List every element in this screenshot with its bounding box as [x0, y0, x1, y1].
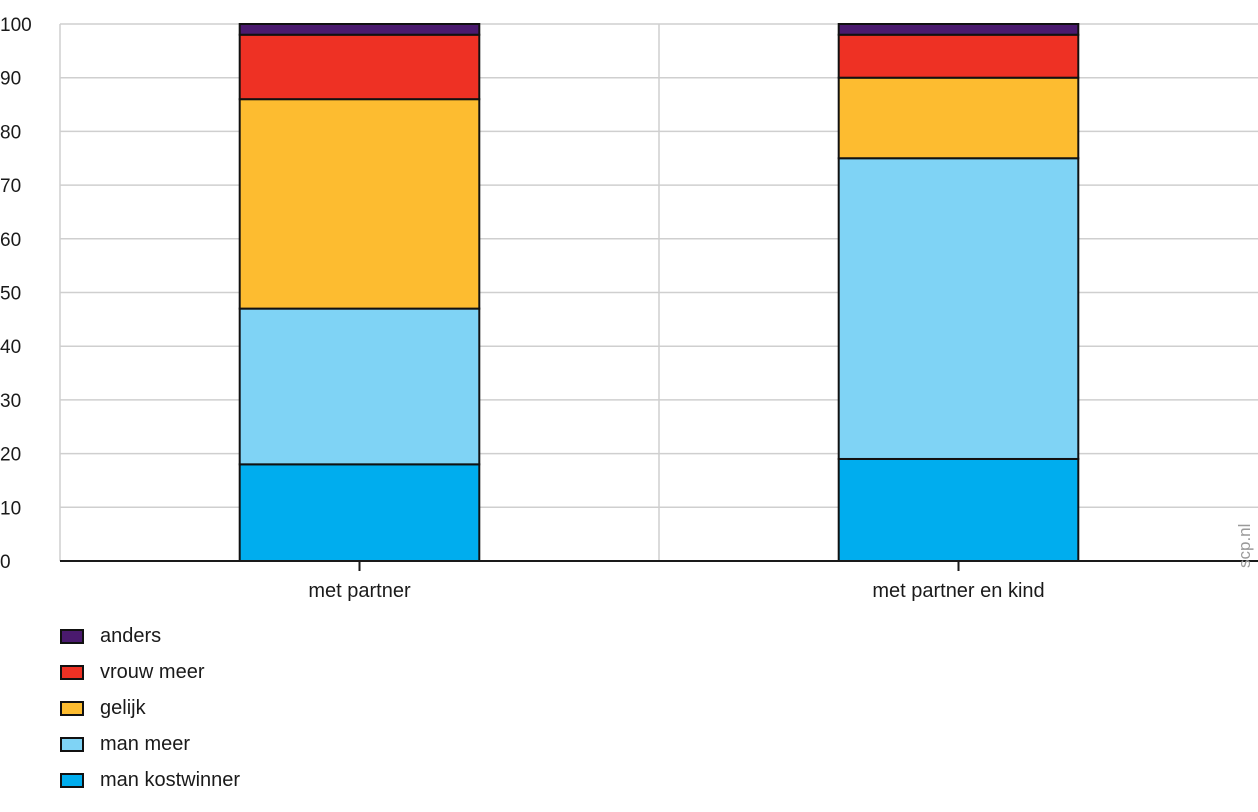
legend-item: anders	[60, 618, 240, 654]
legend-swatch	[60, 700, 84, 716]
bar-segment	[238, 307, 481, 466]
y-axis-ticks: 0 10 20 30 40 50 60 70 80 90 100	[0, 15, 32, 573]
bars	[238, 23, 1080, 562]
y-tick-label: 90	[0, 69, 21, 90]
legend-swatch	[60, 736, 84, 752]
bar-segment	[238, 23, 481, 36]
legend-label: vrouw meer	[100, 660, 205, 683]
bar-segment	[238, 33, 481, 101]
bar-segment	[837, 457, 1080, 562]
bar-segment	[837, 33, 1080, 79]
bar-segment	[238, 98, 481, 310]
legend-swatch	[60, 664, 84, 680]
legend-label: gelijk	[100, 696, 146, 719]
y-tick-label: 20	[0, 445, 21, 466]
legend-label: man kostwinner	[100, 768, 241, 791]
legend: anders vrouw meer gelijk man meer man kostwi…	[60, 618, 240, 798]
y-tick-label: 80	[0, 122, 21, 143]
x-category-label: met partner	[308, 580, 411, 602]
bar-segment	[837, 157, 1080, 460]
legend-label: man meer	[100, 732, 191, 755]
bar-segment	[238, 463, 481, 562]
bar-segment	[837, 23, 1080, 36]
legend-item: gelijk	[60, 690, 240, 726]
legend-item: man meer	[60, 726, 240, 762]
legend-swatch	[60, 628, 84, 644]
bar-segment	[837, 76, 1080, 160]
y-tick-label: 30	[0, 391, 21, 412]
y-tick-label: 10	[0, 498, 21, 519]
watermark: scp.nl	[1235, 524, 1254, 568]
y-tick-label: 0	[0, 552, 11, 573]
legend-item: vrouw meer	[60, 654, 240, 690]
y-tick-label: 100	[0, 15, 32, 36]
legend-item: man kostwinner	[60, 762, 240, 798]
y-tick-label: 40	[0, 337, 21, 358]
y-tick-label: 60	[0, 230, 21, 251]
x-axis: met partner met partner en kind	[60, 560, 1258, 602]
legend-label: anders	[100, 624, 162, 647]
y-tick-label: 70	[0, 176, 21, 197]
legend-swatch	[60, 772, 84, 788]
y-tick-label: 50	[0, 284, 21, 305]
x-category-label: met partner en kind	[872, 580, 1044, 602]
